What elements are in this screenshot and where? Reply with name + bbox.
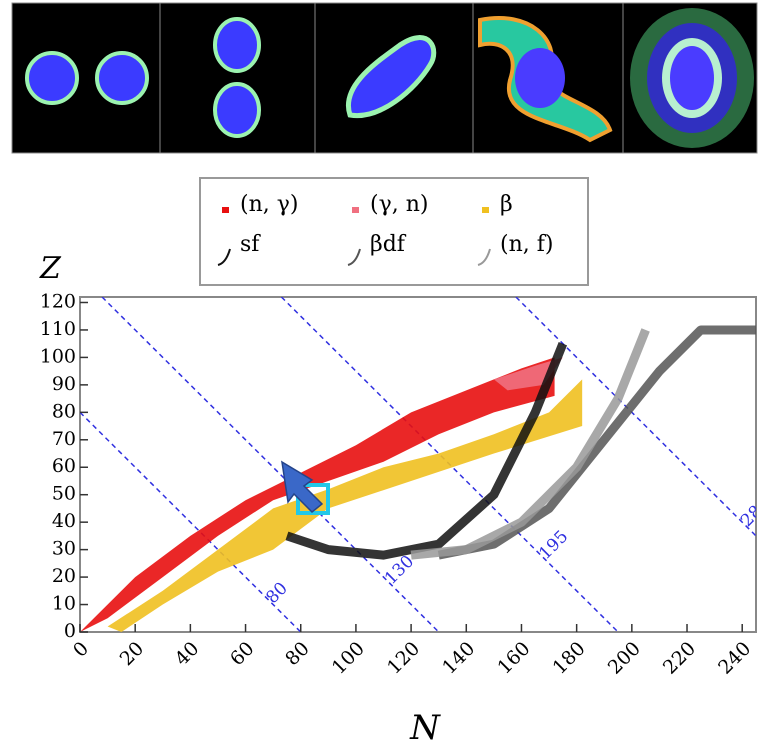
legend-label: (n, γ) <box>240 192 298 217</box>
y-tick-label: 20 <box>52 565 76 587</box>
blob <box>95 51 149 105</box>
blob <box>25 51 79 105</box>
y-tick-label: 30 <box>52 538 76 560</box>
path-band <box>285 342 568 560</box>
y-tick-label: 110 <box>40 318 76 340</box>
x-tick-label: 220 <box>659 638 700 679</box>
legend-marker <box>477 248 491 266</box>
path-band <box>437 325 756 560</box>
legend-marker <box>482 207 489 213</box>
x-tick-label: 100 <box>328 638 369 679</box>
region <box>80 357 555 632</box>
y-tick-label: 120 <box>40 290 76 312</box>
isobar-line <box>515 297 756 537</box>
x-tick-label: 140 <box>438 638 479 679</box>
legend-label: (n, f) <box>500 232 553 257</box>
x-tick-label: 160 <box>493 638 534 679</box>
x-axis-label: N <box>409 708 441 748</box>
blob <box>213 17 261 73</box>
legend-label: (γ, n) <box>370 192 428 217</box>
y-tick-label: 60 <box>52 455 76 477</box>
y-tick-label: 100 <box>40 345 76 367</box>
y-tick-label: 80 <box>52 400 76 422</box>
y-tick-label: 90 <box>52 373 76 395</box>
legend-box <box>199 177 589 286</box>
x-tick-label: 180 <box>549 638 590 679</box>
x-tick-label: 80 <box>281 638 314 671</box>
blob <box>345 35 437 119</box>
legend-marker <box>217 248 231 266</box>
x-tick-label: 0 <box>69 638 93 662</box>
x-tick-label: 200 <box>604 638 645 679</box>
annotation <box>281 460 330 515</box>
y-tick-label: 50 <box>52 483 76 505</box>
x-tick-label: 240 <box>714 638 755 679</box>
region <box>107 379 583 632</box>
legend-marker <box>222 207 229 213</box>
x-tick-label: 120 <box>383 638 424 679</box>
blob <box>213 82 261 138</box>
y-axis-label: Z <box>39 251 62 286</box>
y-tick-label: 10 <box>52 593 76 615</box>
legend-label: β <box>500 192 513 217</box>
region <box>493 357 563 391</box>
blob <box>670 46 714 110</box>
path-band <box>410 328 650 560</box>
isobar-line <box>80 411 302 632</box>
x-tick-label: 40 <box>171 638 204 671</box>
blob <box>515 48 565 108</box>
legend-marker <box>347 248 361 266</box>
x-tick-label: 20 <box>116 638 149 671</box>
legend-label: sf <box>240 232 261 257</box>
legend-label: βdf <box>370 232 407 257</box>
y-tick-label: 70 <box>52 428 76 450</box>
legend: (n, γ) (γ, n) β sf βdf (n, f) <box>217 192 553 266</box>
pointer-arrow <box>281 460 324 514</box>
simulation-strip <box>11 2 758 154</box>
isobar-line <box>101 297 440 632</box>
x-tick-label: 60 <box>226 638 259 671</box>
legend-marker <box>352 207 359 213</box>
y-tick-label: 40 <box>52 510 76 532</box>
y-tick-label: 0 <box>64 620 76 642</box>
